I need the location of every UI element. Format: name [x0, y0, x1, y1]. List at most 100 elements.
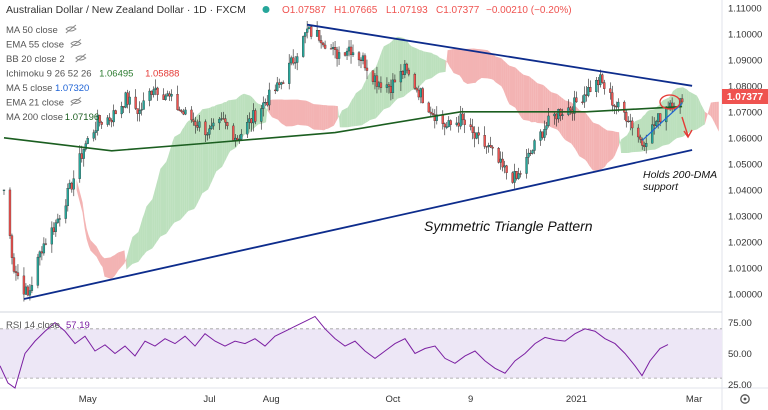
- trendlines: [23, 23, 693, 300]
- legend-label: MA 200 close: [6, 112, 63, 123]
- candle-body: [631, 120, 634, 129]
- cloud-segment: [335, 105, 338, 123]
- candle-body: [224, 118, 227, 123]
- candle: [264, 98, 267, 107]
- time-tick-label: May: [79, 394, 97, 405]
- cloud-segment: [431, 52, 434, 79]
- cloud-segment: [702, 107, 705, 126]
- candle-body: [236, 137, 239, 140]
- candle: [331, 42, 335, 56]
- candle: [70, 181, 73, 193]
- candle: [429, 106, 432, 117]
- cloud-segment: [461, 48, 464, 82]
- candle: [573, 90, 576, 121]
- candle: [246, 114, 249, 139]
- candle-body: [343, 52, 347, 56]
- candle: [50, 221, 54, 253]
- candle-body: [170, 93, 173, 97]
- candle-body: [194, 121, 197, 126]
- candle-body: [441, 114, 444, 124]
- rsi-line: [0, 315, 669, 389]
- candle-body: [66, 188, 69, 207]
- candle-body: [92, 132, 95, 139]
- cloud-segment: [146, 199, 153, 252]
- cloud-segment: [509, 65, 516, 108]
- cloud-segment: [284, 99, 287, 127]
- candle-body: [208, 128, 211, 135]
- cloud-segment: [311, 103, 314, 130]
- candle-body: [371, 70, 375, 82]
- cloud-segment: [110, 256, 113, 279]
- candle: [335, 46, 339, 67]
- candle: [515, 171, 518, 181]
- candle-body: [375, 75, 379, 87]
- candle: [477, 126, 480, 145]
- candle-body: [52, 227, 56, 232]
- cloud-segment: [437, 55, 440, 74]
- candle-body: [645, 143, 648, 147]
- cloud-segment: [601, 126, 604, 170]
- candle: [134, 89, 137, 111]
- candle-body: [319, 40, 323, 44]
- candle-body: [302, 36, 305, 57]
- candle: [232, 123, 235, 141]
- cloud-segment: [451, 48, 454, 73]
- cloud-segment: [208, 107, 211, 190]
- candle-body: [639, 136, 642, 140]
- candle-body: [70, 182, 73, 190]
- candle: [212, 118, 215, 130]
- cloud-segment: [593, 122, 600, 171]
- candle-body: [435, 114, 438, 121]
- candle-body: [459, 113, 462, 127]
- candle-body: [184, 109, 187, 115]
- candle-body: [323, 44, 327, 49]
- candle-body: [266, 102, 269, 106]
- cloud-segment: [349, 99, 352, 127]
- candle-body: [150, 90, 153, 95]
- cloud-segment: [226, 100, 229, 159]
- cloud-segment: [174, 133, 181, 223]
- candle-body: [321, 42, 325, 46]
- candle-body: [72, 178, 75, 190]
- candle: [323, 40, 327, 50]
- time-tick-label: Mar: [686, 394, 702, 405]
- cloud-segment: [704, 102, 711, 125]
- cloud-segment: [100, 254, 103, 268]
- candle: [266, 95, 269, 107]
- candle-body: [345, 50, 349, 56]
- cloud-segment: [325, 105, 328, 130]
- candle: [44, 238, 48, 246]
- candle: [280, 81, 283, 90]
- legend-item: BB 20 close 2: [6, 53, 87, 65]
- cloud-segment: [621, 135, 628, 153]
- candle-body: [335, 49, 339, 59]
- candle-body: [248, 118, 251, 123]
- candle-body: [601, 74, 604, 83]
- candle: [421, 86, 424, 104]
- cloud-segment: [286, 99, 292, 127]
- cloud-segment: [307, 101, 310, 128]
- candle: [124, 91, 127, 109]
- cloud-segment: [347, 103, 350, 128]
- cloud-segment: [445, 50, 448, 72]
- candle-body: [276, 82, 279, 92]
- settings-gear-icon[interactable]: [740, 394, 750, 404]
- cloud-segment: [459, 48, 462, 78]
- candle-body: [519, 173, 522, 175]
- cloud-segment: [291, 99, 294, 127]
- candle: [459, 105, 462, 130]
- candle: [192, 112, 195, 126]
- rsi-legend-value: 57.19: [66, 320, 90, 331]
- candle-body: [140, 109, 143, 111]
- cloud-segment: [96, 246, 99, 261]
- cloud-segment: [355, 88, 362, 126]
- candle: [347, 40, 351, 57]
- cloud-segment: [453, 48, 460, 76]
- cloud-segment: [280, 99, 283, 124]
- cloud-segment: [698, 99, 701, 129]
- candle: [98, 114, 101, 127]
- candle: [96, 109, 99, 136]
- ohlc-open: O1.07587: [282, 5, 326, 16]
- cloud-segment: [647, 110, 650, 151]
- candle-body: [148, 90, 151, 101]
